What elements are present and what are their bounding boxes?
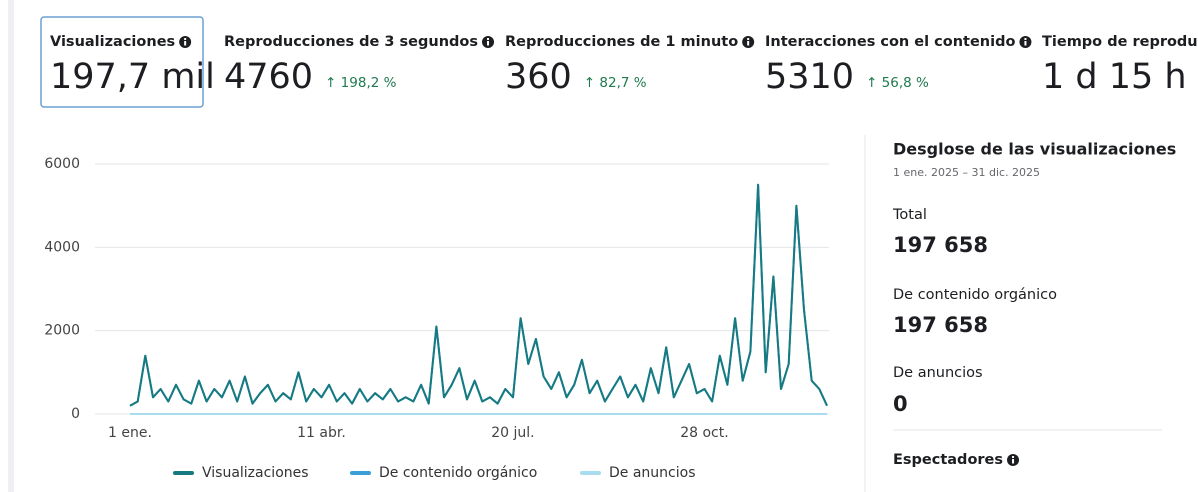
metric-label[interactable]: Tiempo de reprodu xyxy=(1042,34,1198,50)
left-strip xyxy=(8,0,14,492)
selected-metric-box[interactable] xyxy=(40,16,204,108)
legend-label[interactable]: Visualizaciones xyxy=(202,465,309,481)
y-tick-label: 0 xyxy=(71,406,80,422)
legend-label[interactable]: De contenido orgánico xyxy=(379,465,537,481)
y-tick-label: 4000 xyxy=(44,239,80,255)
y-tick-label: 6000 xyxy=(44,156,80,172)
panel-value: 197 658 xyxy=(893,233,988,257)
metric-label[interactable]: Interacciones con el contenido xyxy=(765,34,1015,50)
metric-value[interactable]: 1 d 15 h xyxy=(1042,57,1187,97)
metric-label[interactable]: Visualizaciones xyxy=(50,34,175,50)
metric-value[interactable]: 4760 xyxy=(224,57,313,97)
info-icon-mark xyxy=(487,41,490,46)
y-tick-label: 2000 xyxy=(44,323,80,339)
panel-label: De anuncios xyxy=(893,365,983,381)
metric-change: ↑ 198,2 % xyxy=(325,75,397,91)
metric-change: ↑ 56,8 % xyxy=(866,75,929,91)
info-icon-dot xyxy=(1024,38,1027,40)
info-icon-mark xyxy=(184,41,187,46)
panel-value: 0 xyxy=(893,392,908,416)
info-icon-dot xyxy=(487,38,490,40)
metric-label[interactable]: Reproducciones de 1 minuto xyxy=(505,34,738,50)
info-icon-dot xyxy=(747,38,750,40)
metric-change: ↑ 82,7 % xyxy=(584,75,647,91)
panel-footer: Espectadores xyxy=(893,452,1003,468)
metric-value[interactable]: 360 xyxy=(505,57,572,97)
series-line xyxy=(129,183,828,407)
panel-label: De contenido orgánico xyxy=(893,287,1057,303)
info-icon-dot xyxy=(184,38,187,40)
x-tick-label: 28 oct. xyxy=(680,425,728,441)
info-icon-mark xyxy=(1024,41,1027,46)
x-tick-label: 11 abr. xyxy=(297,425,346,441)
metric-value[interactable]: 197,7 mil xyxy=(50,57,215,97)
metric-value[interactable]: 5310 xyxy=(765,57,854,97)
x-tick-label: 1 ene. xyxy=(108,425,152,441)
info-icon-mark xyxy=(1012,459,1015,464)
panel-value: 197 658 xyxy=(893,313,988,337)
panel-label: Total xyxy=(892,207,927,223)
info-icon-mark xyxy=(747,41,750,46)
panel-title: Desglose de las visualizaciones xyxy=(893,140,1176,159)
panel-date: 1 ene. 2025 – 31 dic. 2025 xyxy=(893,166,1040,179)
info-icon-dot xyxy=(1012,456,1015,458)
legend-label[interactable]: De anuncios xyxy=(609,465,696,481)
metric-label[interactable]: Reproducciones de 3 segundos xyxy=(224,34,478,50)
x-tick-label: 20 jul. xyxy=(491,425,534,441)
